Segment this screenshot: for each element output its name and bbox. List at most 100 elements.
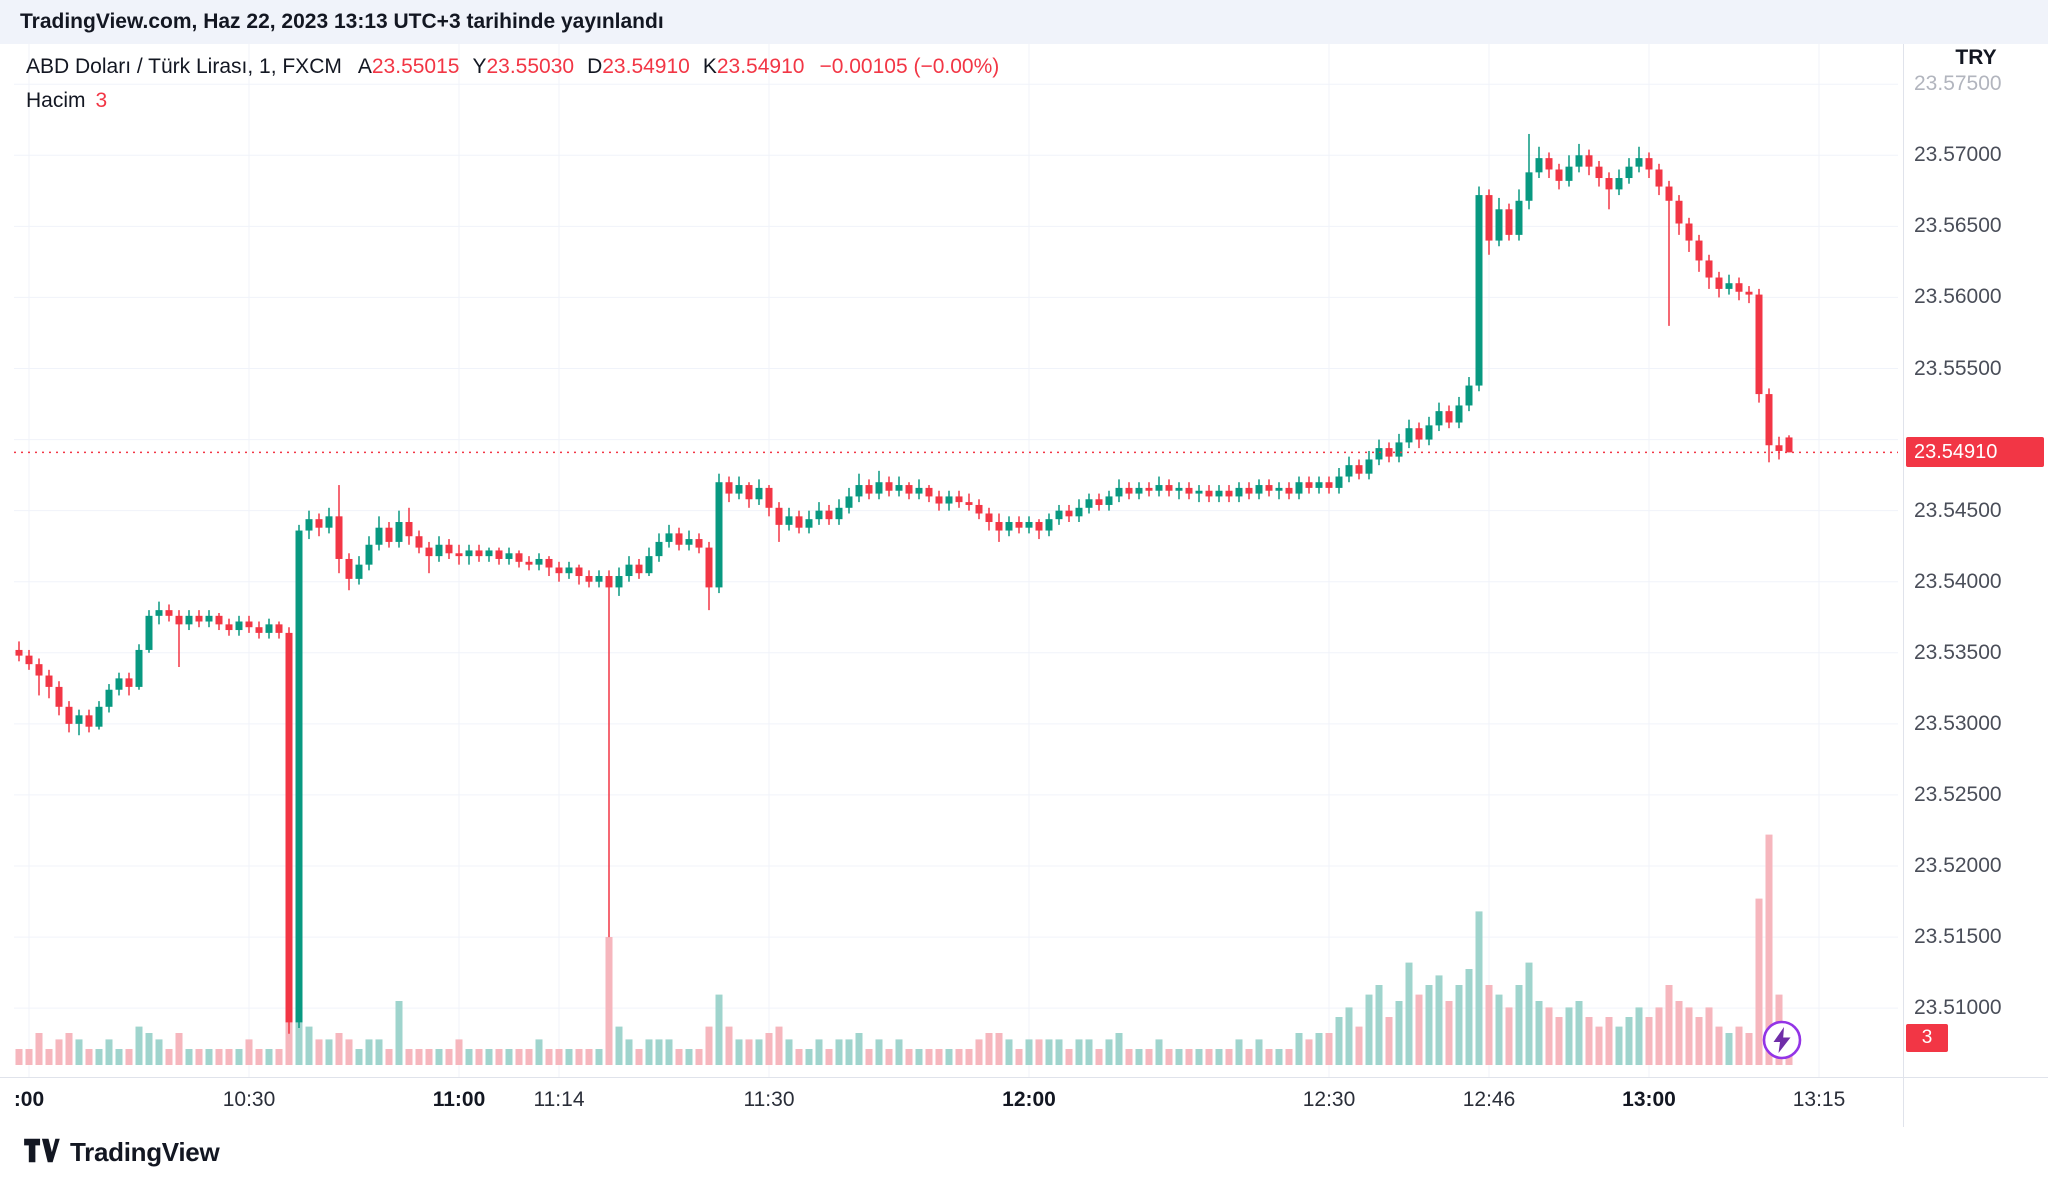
- volume-bar: [1245, 1049, 1253, 1065]
- volume-bar: [535, 1039, 543, 1065]
- flash-icon[interactable]: [1760, 1018, 1804, 1062]
- candle-body: [1375, 448, 1383, 460]
- volume-bar: [1255, 1039, 1263, 1065]
- symbol-title[interactable]: ABD Doları / Türk Lirası, 1, FXCM: [26, 55, 342, 78]
- volume-bar: [365, 1039, 373, 1065]
- volume-bar: [1465, 969, 1473, 1065]
- volume-bar: [245, 1039, 253, 1065]
- volume-bar: [1105, 1039, 1113, 1065]
- candle-body: [175, 615, 183, 625]
- volume-bar: [175, 1033, 183, 1065]
- ohlc-high: Y23.55030: [472, 55, 575, 78]
- volume-bar: [1755, 898, 1763, 1065]
- candle-body: [255, 627, 263, 633]
- candle-body: [1195, 490, 1203, 494]
- candle-body: [855, 485, 863, 497]
- candle-body: [1465, 385, 1473, 406]
- volume-bar: [1545, 1007, 1553, 1065]
- candle-body: [845, 496, 853, 508]
- candle-body: [1015, 522, 1023, 528]
- volume-bar: [1045, 1039, 1053, 1065]
- volume-bar: [685, 1049, 693, 1065]
- volume-bar: [375, 1039, 383, 1065]
- legend-row-main: ABD Doları / Türk Lirası, 1, FXCM A23.550…: [26, 50, 999, 84]
- volume-bar: [315, 1039, 323, 1065]
- volume-bar: [1695, 1017, 1703, 1065]
- volume-bar: [475, 1049, 483, 1065]
- volume-bar: [875, 1039, 883, 1065]
- candle-body: [185, 615, 193, 625]
- currency-label[interactable]: TRY: [1955, 46, 1997, 69]
- candle-body: [1405, 428, 1413, 443]
- volume-bar: [1015, 1049, 1023, 1065]
- candle-body: [475, 550, 483, 557]
- candle-body: [975, 504, 983, 514]
- candle-body: [935, 496, 943, 504]
- candle-body: [305, 519, 313, 531]
- footer: TradingView: [22, 1130, 220, 1174]
- volume-bar: [1615, 1026, 1623, 1065]
- candle-body: [925, 487, 933, 497]
- candle-body: [465, 550, 473, 557]
- candle-body: [1045, 519, 1053, 531]
- volume-bar: [655, 1039, 663, 1065]
- candle-body: [1745, 291, 1753, 295]
- candle-body: [1765, 394, 1773, 446]
- volume-bar: [65, 1033, 73, 1065]
- candle-body: [825, 510, 833, 520]
- candle-body: [655, 541, 663, 557]
- volume-bar: [1515, 985, 1523, 1065]
- candle-body: [1115, 487, 1123, 497]
- candle-body: [265, 624, 273, 633]
- candles-series[interactable]: [15, 133, 1793, 1034]
- brand-name[interactable]: TradingView: [70, 1136, 220, 1167]
- volume-label[interactable]: Hacim: [26, 89, 86, 112]
- volume-bar: [1355, 1026, 1363, 1065]
- volume-bar: [435, 1049, 443, 1065]
- candle-body: [405, 522, 413, 537]
- price-scale-label: 23.56000: [1914, 285, 2002, 309]
- volume-bar: [1175, 1049, 1183, 1065]
- candle-body: [865, 485, 873, 494]
- volume-bar: [545, 1049, 553, 1065]
- volume-bar: [825, 1049, 833, 1065]
- candle-body: [1385, 448, 1393, 457]
- volume-bar: [675, 1049, 683, 1065]
- volume-bar: [1405, 962, 1413, 1065]
- candle-body: [1095, 499, 1103, 505]
- candle-body: [115, 678, 123, 690]
- candle-body: [725, 482, 733, 494]
- volume-series[interactable]: [15, 834, 1793, 1065]
- volume-bar: [1525, 962, 1533, 1065]
- candle-body: [345, 558, 353, 579]
- volume-bar: [635, 1049, 643, 1065]
- volume-bar: [865, 1049, 873, 1065]
- volume-bar: [215, 1049, 223, 1065]
- tradingview-logo-icon[interactable]: [22, 1135, 60, 1170]
- volume-bar: [1565, 1007, 1573, 1065]
- volume-bar: [615, 1026, 623, 1065]
- price-scale-label: 23.52500: [1914, 782, 2002, 806]
- volume-bar: [785, 1039, 793, 1065]
- volume-bar: [1165, 1049, 1173, 1065]
- time-axis[interactable]: :00 10:30 11:00 11:14 11:30 12:00 12:30 12:46 13…: [0, 1077, 2048, 1128]
- volume-bar: [195, 1049, 203, 1065]
- volume-bar: [1025, 1039, 1033, 1065]
- candle-body: [1435, 411, 1443, 426]
- volume-bar: [1475, 911, 1483, 1065]
- candle-body: [715, 482, 723, 588]
- volume-bar: [525, 1049, 533, 1065]
- time-axis-label: 11:14: [533, 1088, 585, 1111]
- candle-body: [85, 715, 93, 727]
- volume-bar: [765, 1033, 773, 1065]
- time-axis-label: 13:00: [1622, 1088, 1676, 1111]
- candle-body: [1645, 158, 1653, 170]
- grid: [14, 44, 1898, 1077]
- candle-body: [1635, 158, 1643, 167]
- volume-bar: [385, 1049, 393, 1065]
- candle-body: [1105, 496, 1113, 505]
- volume-bar: [355, 1049, 363, 1065]
- volume-bar: [1295, 1033, 1303, 1065]
- volume-bar: [555, 1049, 563, 1065]
